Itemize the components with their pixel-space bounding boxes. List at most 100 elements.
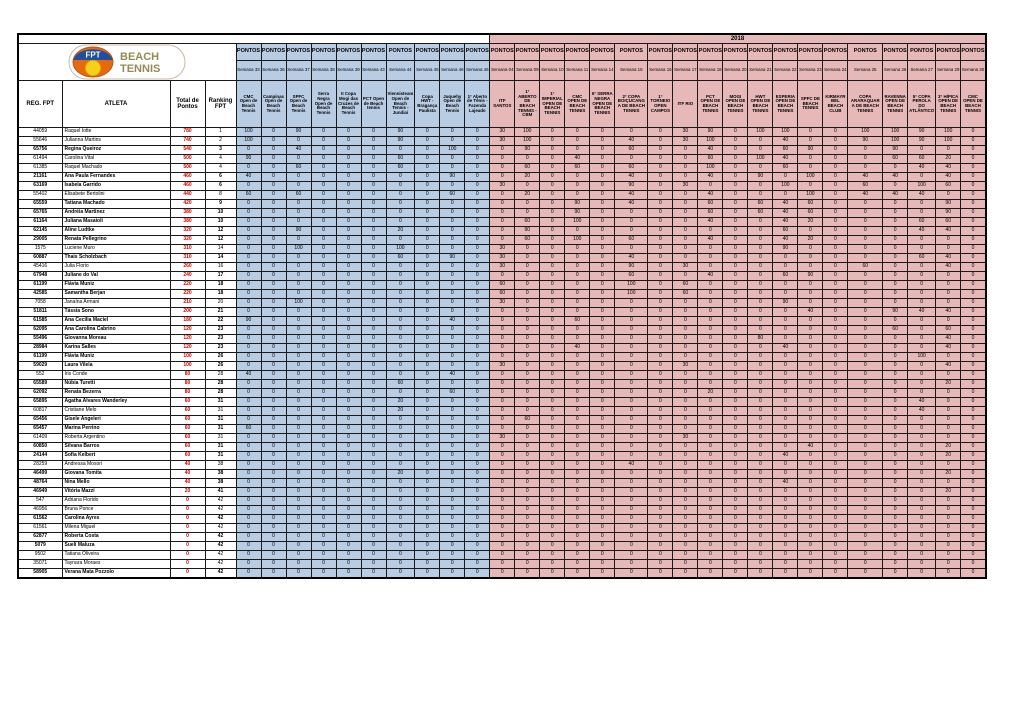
points-cell[interactable]: 0 bbox=[310, 523, 337, 533]
points-cell[interactable]: 0 bbox=[464, 199, 491, 209]
points-cell[interactable]: 0 bbox=[514, 325, 541, 335]
cell-reg[interactable]: 61164 bbox=[17, 217, 63, 227]
points-cell[interactable]: 0 bbox=[960, 451, 987, 461]
points-cell[interactable]: 0 bbox=[797, 532, 824, 542]
points-cell[interactable]: 0 bbox=[285, 505, 312, 515]
points-cell[interactable]: 0 bbox=[310, 568, 337, 578]
points-cell[interactable]: 0 bbox=[822, 316, 849, 326]
cell-athlete-name[interactable]: Ana Cecilia Maciel bbox=[61, 316, 171, 326]
points-cell[interactable]: 0 bbox=[285, 352, 312, 362]
cell-ranking[interactable]: 22 bbox=[204, 316, 237, 326]
points-cell[interactable]: 0 bbox=[464, 172, 491, 182]
cell-reg[interactable]: 61494 bbox=[17, 154, 63, 164]
points-cell[interactable]: 0 bbox=[847, 451, 884, 461]
points-cell[interactable]: 0 bbox=[439, 379, 466, 389]
points-cell[interactable]: 0 bbox=[464, 271, 491, 281]
points-cell[interactable]: 0 bbox=[260, 280, 287, 290]
points-cell[interactable]: 0 bbox=[464, 451, 491, 461]
points-cell[interactable]: 0 bbox=[564, 568, 591, 578]
points-cell[interactable]: 0 bbox=[614, 433, 649, 443]
points-cell[interactable]: 0 bbox=[235, 379, 262, 389]
points-cell[interactable]: 0 bbox=[614, 478, 649, 488]
points-cell[interactable]: 0 bbox=[589, 523, 616, 533]
points-cell[interactable]: 0 bbox=[235, 523, 262, 533]
points-cell[interactable]: 0 bbox=[360, 217, 387, 227]
points-cell[interactable]: 0 bbox=[722, 298, 749, 308]
points-cell[interactable]: 0 bbox=[697, 181, 724, 191]
points-cell[interactable]: 0 bbox=[960, 262, 987, 272]
points-cell[interactable]: 0 bbox=[564, 334, 591, 344]
points-cell[interactable]: 0 bbox=[907, 316, 937, 326]
points-cell[interactable]: 0 bbox=[360, 460, 387, 470]
points-cell[interactable]: 0 bbox=[285, 433, 312, 443]
points-cell[interactable]: 0 bbox=[935, 145, 962, 155]
points-cell[interactable]: 0 bbox=[310, 406, 337, 416]
points-cell[interactable]: 0 bbox=[310, 190, 337, 200]
points-cell[interactable]: 0 bbox=[907, 523, 937, 533]
points-cell[interactable]: 60 bbox=[285, 163, 312, 173]
points-cell[interactable]: 0 bbox=[539, 127, 566, 137]
points-cell[interactable]: 0 bbox=[747, 136, 774, 146]
points-cell[interactable]: 0 bbox=[464, 253, 491, 263]
points-cell[interactable]: 0 bbox=[539, 190, 566, 200]
cell-total-points[interactable]: 0 bbox=[169, 505, 206, 515]
points-cell[interactable]: 0 bbox=[439, 559, 466, 569]
points-cell[interactable]: 0 bbox=[310, 379, 337, 389]
points-cell[interactable]: 0 bbox=[414, 388, 441, 398]
points-cell[interactable]: 0 bbox=[564, 181, 591, 191]
cell-ranking[interactable]: 38 bbox=[204, 460, 237, 470]
points-cell[interactable]: 0 bbox=[772, 262, 799, 272]
points-cell[interactable]: 60 bbox=[797, 208, 824, 218]
points-cell[interactable]: 0 bbox=[414, 280, 441, 290]
points-cell[interactable]: 0 bbox=[647, 226, 674, 236]
points-cell[interactable]: 0 bbox=[589, 478, 616, 488]
points-cell[interactable]: 0 bbox=[539, 181, 566, 191]
points-cell[interactable]: 0 bbox=[260, 505, 287, 515]
cell-total-points[interactable]: 0 bbox=[169, 496, 206, 506]
points-cell[interactable]: 0 bbox=[439, 334, 466, 344]
points-cell[interactable]: 0 bbox=[907, 379, 937, 389]
points-cell[interactable]: 0 bbox=[414, 253, 441, 263]
points-cell[interactable]: 40 bbox=[907, 190, 937, 200]
points-cell[interactable]: 0 bbox=[385, 505, 416, 515]
points-cell[interactable]: 0 bbox=[960, 487, 987, 497]
points-cell[interactable]: 0 bbox=[882, 298, 909, 308]
points-cell[interactable]: 0 bbox=[647, 352, 674, 362]
points-cell[interactable]: 0 bbox=[589, 532, 616, 542]
points-cell[interactable]: 0 bbox=[439, 514, 466, 524]
points-cell[interactable]: 0 bbox=[335, 280, 362, 290]
points-cell[interactable]: 0 bbox=[564, 388, 591, 398]
points-cell[interactable]: 0 bbox=[514, 487, 541, 497]
cell-reg[interactable]: 60850 bbox=[17, 442, 63, 452]
points-cell[interactable]: 60 bbox=[697, 208, 724, 218]
points-cell[interactable]: 0 bbox=[260, 181, 287, 191]
points-cell[interactable]: 0 bbox=[260, 361, 287, 371]
points-cell[interactable]: 0 bbox=[647, 289, 674, 299]
cell-athlete-name[interactable]: Carolina Vital bbox=[61, 154, 171, 164]
points-cell[interactable]: 0 bbox=[414, 235, 441, 245]
points-cell[interactable]: 0 bbox=[464, 235, 491, 245]
points-cell[interactable]: 40 bbox=[882, 190, 909, 200]
points-cell[interactable]: 0 bbox=[960, 136, 987, 146]
cell-ranking[interactable]: 26 bbox=[204, 352, 237, 362]
points-cell[interactable]: 0 bbox=[614, 388, 649, 398]
points-cell[interactable]: 0 bbox=[822, 424, 849, 434]
points-cell[interactable]: 0 bbox=[464, 559, 491, 569]
points-cell[interactable]: 0 bbox=[260, 226, 287, 236]
points-cell[interactable]: 0 bbox=[772, 460, 799, 470]
points-cell[interactable]: 0 bbox=[439, 415, 466, 425]
points-cell[interactable]: 0 bbox=[822, 505, 849, 515]
points-cell[interactable]: 40 bbox=[935, 361, 962, 371]
points-cell[interactable]: 0 bbox=[797, 496, 824, 506]
points-cell[interactable]: 0 bbox=[907, 325, 937, 335]
points-cell[interactable]: 0 bbox=[697, 487, 724, 497]
points-cell[interactable]: 90 bbox=[514, 226, 541, 236]
points-cell[interactable]: 0 bbox=[960, 226, 987, 236]
points-cell[interactable]: 0 bbox=[797, 352, 824, 362]
points-cell[interactable]: 0 bbox=[797, 424, 824, 434]
points-cell[interactable]: 0 bbox=[260, 190, 287, 200]
points-cell[interactable]: 0 bbox=[747, 343, 774, 353]
points-cell[interactable]: 0 bbox=[722, 136, 749, 146]
points-cell[interactable]: 0 bbox=[722, 217, 749, 227]
points-cell[interactable]: 0 bbox=[260, 235, 287, 245]
